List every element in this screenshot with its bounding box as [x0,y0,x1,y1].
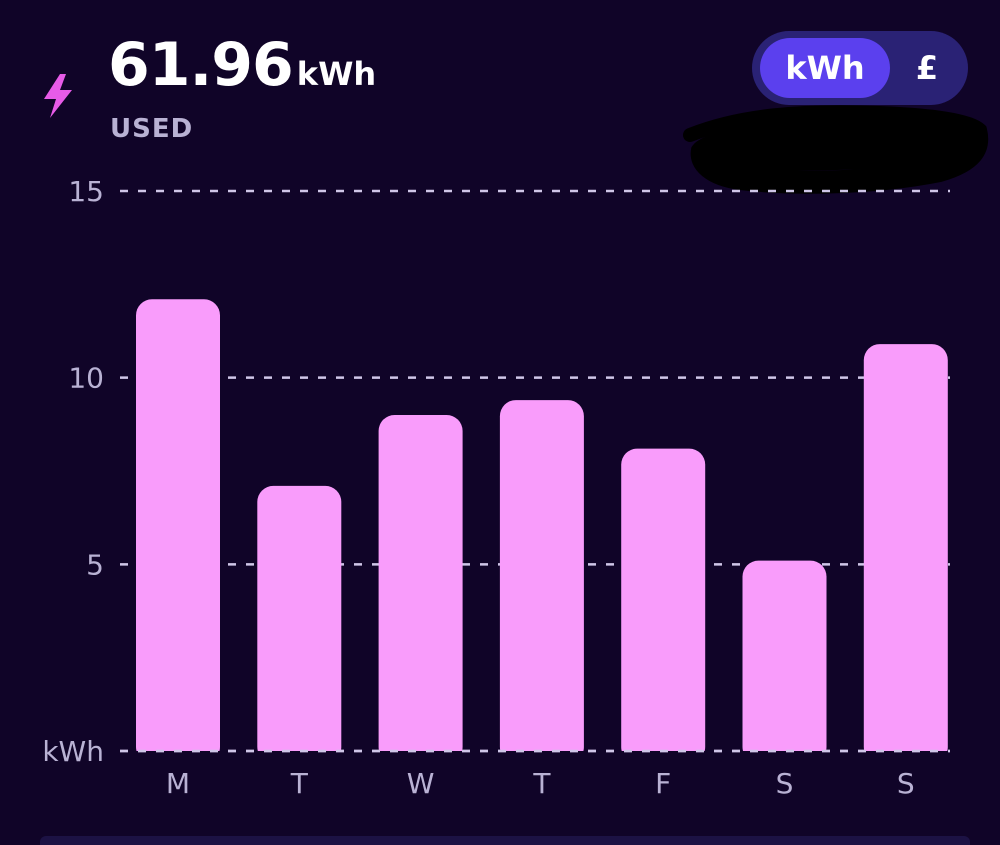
x-tick-label: S [776,767,794,800]
x-tick-label: W [407,767,435,800]
unit-toggle[interactable]: kWh £ [752,31,968,105]
x-tick-label: T [290,767,309,800]
bar-t-1 [257,485,342,751]
usage-header: 61.96 kWh USED kWh £ [0,0,1000,194]
y-axis-unit-label: kWh [42,735,104,768]
total-usage-value: 61.96 [108,30,294,100]
total-usage: 61.96 kWh [108,30,376,100]
y-tick-label: 15 [68,175,104,208]
usage-caption: USED [110,114,194,144]
total-usage-unit: kWh [296,55,377,93]
redaction-scribble [683,105,989,194]
y-tick-label: 10 [68,362,104,395]
bar-w-2 [378,415,463,751]
x-tick-label: S [897,767,915,800]
bars-layer [136,299,948,751]
bar-f-4 [621,448,706,751]
daily-usage-chart: 15 10 5 kWh M T W T F S S [42,175,950,800]
bar-t-3 [499,400,584,751]
lightning-bolt-icon [44,74,72,118]
y-tick-label: 5 [86,548,104,581]
bar-s-6 [863,344,948,751]
bar-m-0 [136,299,220,751]
bar-s-5 [742,560,827,751]
x-tick-label: F [655,767,671,800]
unit-toggle-pounds[interactable]: £ [915,49,939,87]
labels-layer: 15 10 5 kWh M T W T F S S [42,175,914,800]
next-card-edge [40,836,970,845]
unit-toggle-kwh[interactable]: kWh [760,38,890,98]
x-tick-label: M [166,767,190,800]
x-tick-label: T [532,767,551,800]
